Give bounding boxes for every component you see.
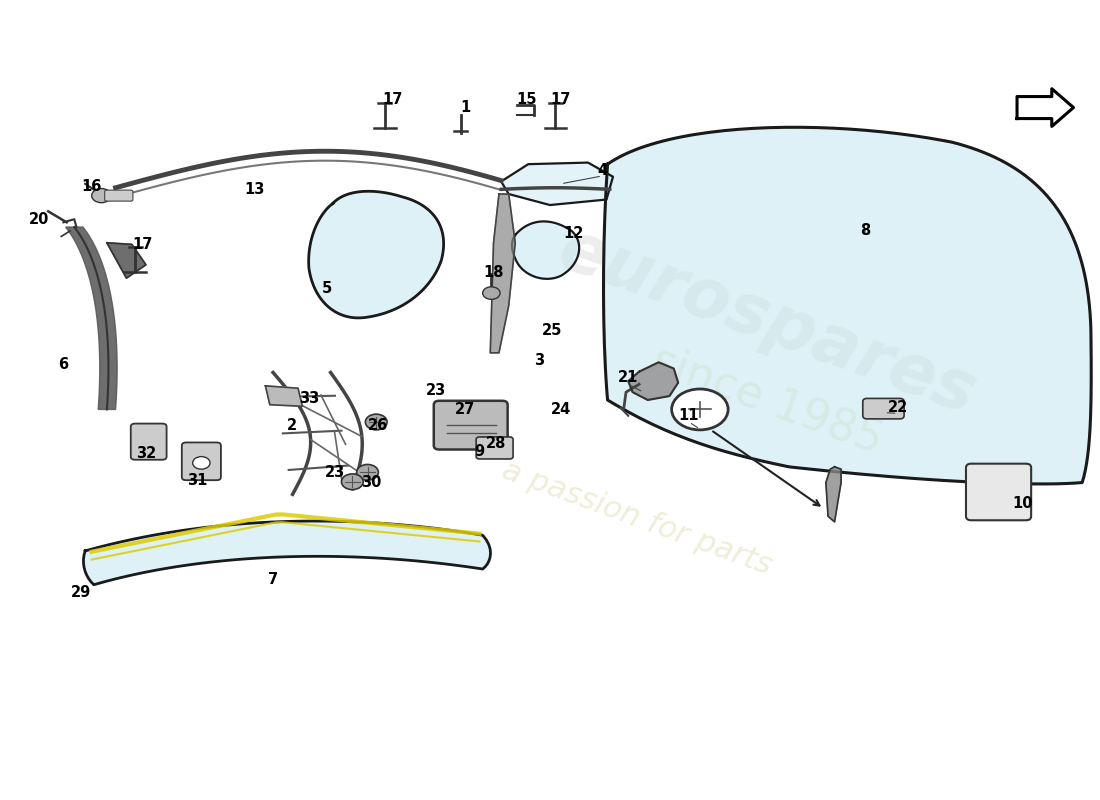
Text: 2: 2 [286, 418, 297, 433]
Text: 20: 20 [30, 212, 50, 226]
Text: 26: 26 [368, 418, 388, 433]
Text: 9: 9 [474, 443, 484, 458]
Text: 28: 28 [485, 436, 506, 450]
Text: 8: 8 [860, 223, 870, 238]
Text: 33: 33 [299, 391, 319, 406]
Text: 11: 11 [679, 408, 700, 423]
Polygon shape [309, 191, 443, 318]
Circle shape [365, 414, 387, 430]
Polygon shape [826, 467, 842, 522]
Text: 22: 22 [888, 400, 907, 415]
Text: 23: 23 [324, 465, 345, 480]
Text: 27: 27 [455, 402, 475, 417]
Text: 7: 7 [268, 572, 278, 586]
Circle shape [672, 389, 728, 430]
Polygon shape [502, 162, 613, 205]
Text: 17: 17 [551, 92, 571, 107]
Text: 4: 4 [597, 163, 607, 178]
Text: 5: 5 [322, 281, 332, 296]
Text: 30: 30 [361, 475, 381, 490]
Polygon shape [604, 127, 1091, 484]
FancyBboxPatch shape [182, 442, 221, 480]
FancyBboxPatch shape [966, 464, 1031, 520]
Polygon shape [66, 227, 117, 410]
Circle shape [192, 457, 210, 469]
Text: 17: 17 [132, 237, 153, 252]
Circle shape [356, 465, 378, 480]
FancyBboxPatch shape [433, 401, 507, 450]
Text: a passion for parts: a passion for parts [498, 455, 776, 580]
Circle shape [91, 189, 111, 202]
Text: eurospares: eurospares [549, 214, 986, 428]
Circle shape [341, 474, 363, 490]
FancyBboxPatch shape [862, 398, 904, 419]
Text: 16: 16 [81, 178, 102, 194]
Polygon shape [107, 242, 146, 278]
Circle shape [483, 287, 500, 299]
Text: since 1985: since 1985 [646, 338, 889, 462]
Text: 12: 12 [563, 226, 584, 241]
Text: 15: 15 [516, 92, 537, 107]
Text: 31: 31 [187, 473, 207, 488]
Polygon shape [1018, 89, 1074, 126]
Text: 32: 32 [135, 446, 156, 461]
Polygon shape [84, 521, 491, 585]
Text: 18: 18 [483, 265, 504, 280]
Polygon shape [265, 386, 302, 406]
Text: 1: 1 [460, 100, 471, 115]
Polygon shape [512, 222, 580, 279]
Polygon shape [491, 194, 515, 353]
Text: 24: 24 [551, 402, 571, 417]
FancyBboxPatch shape [104, 190, 133, 201]
FancyBboxPatch shape [131, 423, 166, 460]
Text: 3: 3 [535, 353, 544, 368]
Text: 17: 17 [383, 92, 403, 107]
Text: 25: 25 [542, 323, 562, 338]
Text: 29: 29 [70, 585, 91, 600]
FancyBboxPatch shape [476, 437, 513, 459]
Text: 6: 6 [58, 357, 68, 372]
Text: 23: 23 [426, 383, 447, 398]
Text: 21: 21 [618, 370, 638, 386]
Text: 13: 13 [244, 182, 265, 197]
Text: 10: 10 [1012, 496, 1033, 511]
Polygon shape [628, 362, 679, 400]
